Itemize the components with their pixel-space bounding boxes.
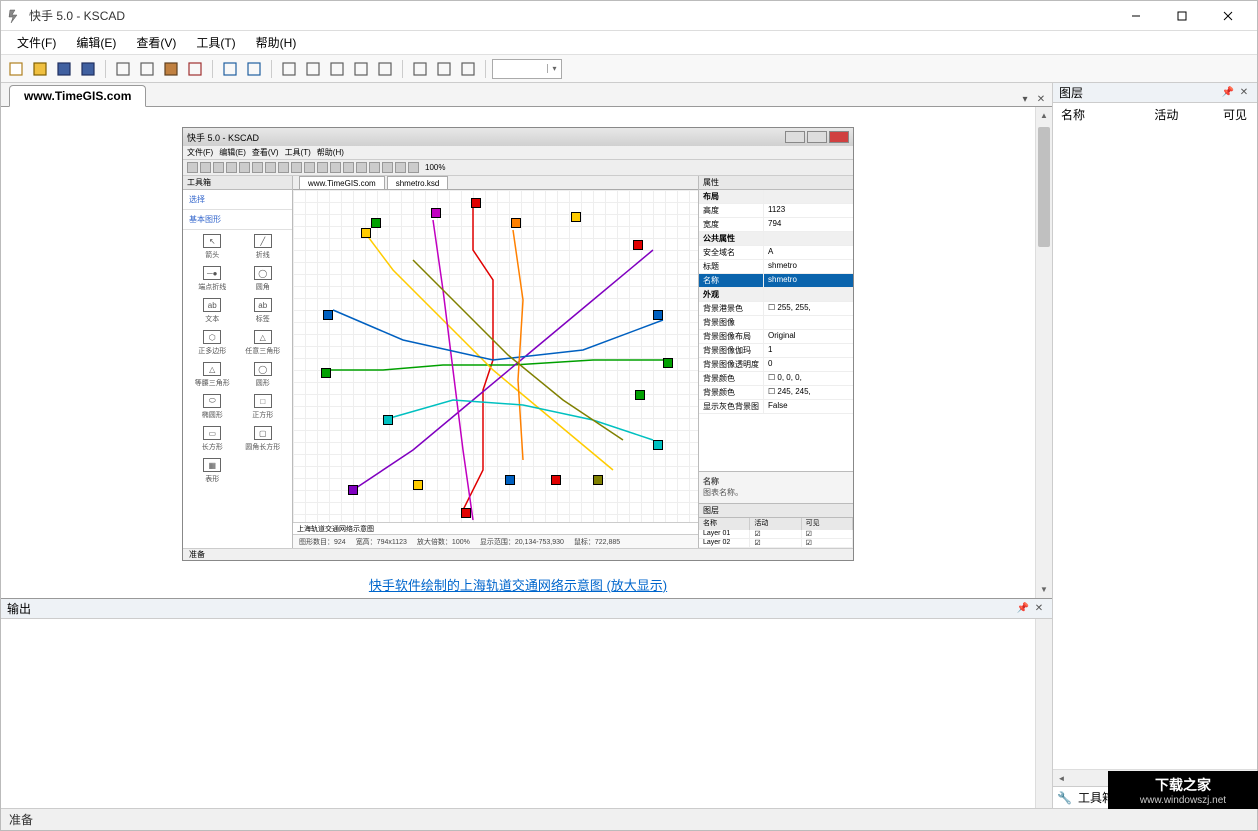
redo-icon[interactable] (243, 58, 265, 80)
paste-icon[interactable] (160, 58, 182, 80)
menu-查看(V)[interactable]: 查看(V) (128, 32, 184, 53)
zoomout-icon[interactable] (433, 58, 455, 80)
pin-icon[interactable]: 📌 (1016, 602, 1030, 616)
zoomfit-icon[interactable] (457, 58, 479, 80)
toolbox-tab-icon[interactable]: 🔧 (1057, 791, 1072, 805)
menu-文件(F)[interactable]: 文件(F) (9, 32, 64, 53)
layers-header: 图层 📌 ✕ (1053, 83, 1257, 103)
image-caption-link[interactable]: 快手软件绘制的上海轨道交通网络示意图 (放大显示) (369, 575, 667, 594)
new-icon[interactable] (5, 58, 27, 80)
menu-帮助(H)[interactable]: 帮助(H) (248, 32, 305, 53)
layers-hscroll[interactable]: ◄► (1053, 769, 1257, 786)
document-area: 快手 5.0 - KSCAD 文件(F)编辑(E)查看(V)工具(T)帮助(H)… (1, 107, 1052, 598)
panel-close-icon[interactable]: ✕ (1032, 602, 1046, 616)
layers-close-icon[interactable]: ✕ (1237, 86, 1251, 100)
maximize-button[interactable] (1159, 1, 1205, 31)
zoom-combo[interactable]: ▾ (492, 59, 562, 79)
saveall-icon[interactable] (77, 58, 99, 80)
copy-icon[interactable] (136, 58, 158, 80)
output-title: 输出 (7, 600, 31, 617)
right-bottom-tabs: 🔧 工具箱 (1053, 786, 1257, 808)
undo-icon[interactable] (219, 58, 241, 80)
app-icon (7, 8, 23, 24)
align2-icon[interactable] (326, 58, 348, 80)
toolbox-tab[interactable]: 工具箱 (1078, 789, 1114, 806)
status-text: 准备 (9, 811, 33, 828)
align4-icon[interactable] (374, 58, 396, 80)
print-icon[interactable] (278, 58, 300, 80)
cut-icon[interactable] (112, 58, 134, 80)
output-body (1, 619, 1052, 808)
document-tabstrip: www.TimeGIS.com ▾ ✕ (1, 83, 1052, 107)
menu-编辑(E)[interactable]: 编辑(E) (68, 32, 124, 53)
layers-body (1053, 125, 1257, 769)
embedded-screenshot: 快手 5.0 - KSCAD 文件(F)编辑(E)查看(V)工具(T)帮助(H)… (182, 127, 854, 561)
tab-timegis[interactable]: www.TimeGIS.com (9, 85, 146, 107)
open-icon[interactable] (29, 58, 51, 80)
align3-icon[interactable] (350, 58, 372, 80)
ss-toolbox-header: 工具箱 (183, 176, 292, 190)
status-bar: 准备 (1, 808, 1257, 830)
zoomin-icon[interactable] (409, 58, 431, 80)
save-icon[interactable] (53, 58, 75, 80)
layers-pin-icon[interactable]: 📌 (1221, 86, 1235, 100)
tab-close-icon[interactable]: ✕ (1034, 92, 1048, 106)
delete-icon[interactable] (184, 58, 206, 80)
layers-columns: 名称 活动 可见 (1053, 103, 1257, 125)
minimize-button[interactable] (1113, 1, 1159, 31)
window-title: 快手 5.0 - KSCAD (29, 7, 1113, 24)
toolbar: ▾ (1, 55, 1257, 83)
titlebar: 快手 5.0 - KSCAD (1, 1, 1257, 31)
menu-工具(T)[interactable]: 工具(T) (188, 32, 243, 53)
ss-canvas (293, 190, 698, 522)
tab-dropdown-icon[interactable]: ▾ (1018, 92, 1032, 106)
align1-icon[interactable] (302, 58, 324, 80)
output-scrollbar[interactable] (1035, 619, 1052, 808)
close-button[interactable] (1205, 1, 1251, 31)
document-content: 快手 5.0 - KSCAD 文件(F)编辑(E)查看(V)工具(T)帮助(H)… (1, 107, 1035, 598)
menubar: 文件(F)编辑(E)查看(V)工具(T)帮助(H) (1, 31, 1257, 55)
document-scrollbar[interactable]: ▲ ▼ (1035, 107, 1052, 598)
ss-title: 快手 5.0 - KSCAD (187, 131, 259, 144)
layers-title: 图层 (1059, 84, 1083, 101)
output-header: 输出 📌 ✕ (1, 599, 1052, 619)
output-panel: 输出 📌 ✕ (1, 598, 1052, 808)
